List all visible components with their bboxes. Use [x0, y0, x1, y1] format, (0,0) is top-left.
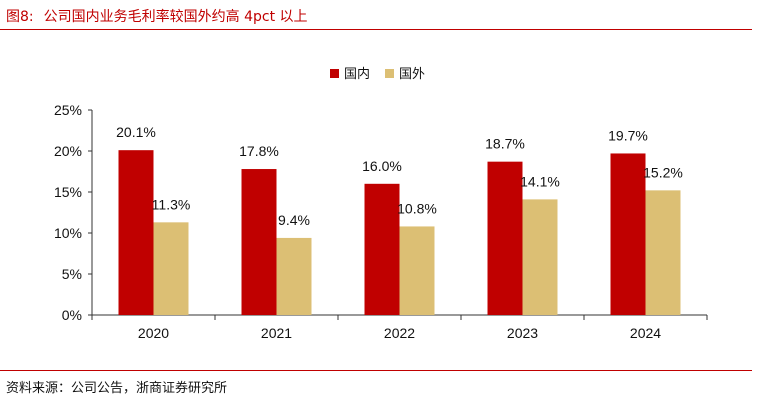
legend-label: 国内: [344, 66, 370, 81]
data-label: 20.1%: [116, 124, 156, 140]
figure-title: 公司国内业务毛利率较国外约高 4pct 以上: [43, 9, 308, 25]
x-tick-label: 2020: [138, 325, 169, 341]
source-divider: [0, 370, 752, 371]
bar-overseas: [276, 237, 312, 315]
bar-domestic: [241, 169, 277, 315]
data-label: 19.7%: [608, 127, 648, 143]
y-tick-label: 0%: [62, 307, 82, 323]
data-label: 15.2%: [643, 164, 683, 180]
x-tick-label: 2023: [507, 325, 538, 341]
title-divider: [0, 29, 752, 30]
y-tick-label: 10%: [54, 225, 82, 241]
bar-domestic: [118, 150, 154, 315]
bar-domestic: [364, 183, 400, 315]
bar-domestic: [610, 153, 646, 315]
data-label: 17.8%: [239, 143, 279, 159]
bar-overseas: [399, 226, 435, 315]
y-tick-label: 15%: [54, 184, 82, 200]
x-tick-label: 2022: [384, 325, 415, 341]
x-tick-label: 2024: [630, 325, 661, 341]
source-note: 资料来源：公司公告，浙商证券研究所: [6, 381, 228, 396]
bar-overseas: [522, 199, 558, 315]
bar-domestic: [487, 161, 523, 315]
bar-overseas: [153, 222, 189, 315]
data-label: 10.8%: [397, 200, 437, 216]
y-tick-label: 20%: [54, 143, 82, 159]
x-tick-label: 2021: [261, 325, 292, 341]
data-label: 14.1%: [520, 173, 560, 189]
figure-number: 图8:: [6, 9, 34, 25]
data-label: 18.7%: [485, 136, 525, 152]
data-label: 9.4%: [278, 212, 310, 228]
data-label: 11.3%: [152, 196, 191, 212]
y-tick-label: 25%: [54, 102, 82, 118]
bar-overseas: [645, 190, 681, 315]
legend-swatch: [385, 69, 394, 78]
figure-title-row: 图8: 公司国内业务毛利率较国外约高 4pct 以上: [6, 5, 308, 27]
y-tick-label: 5%: [62, 266, 82, 282]
legend-swatch: [330, 69, 339, 78]
legend-label: 国外: [399, 66, 425, 81]
data-label: 16.0%: [362, 158, 402, 174]
